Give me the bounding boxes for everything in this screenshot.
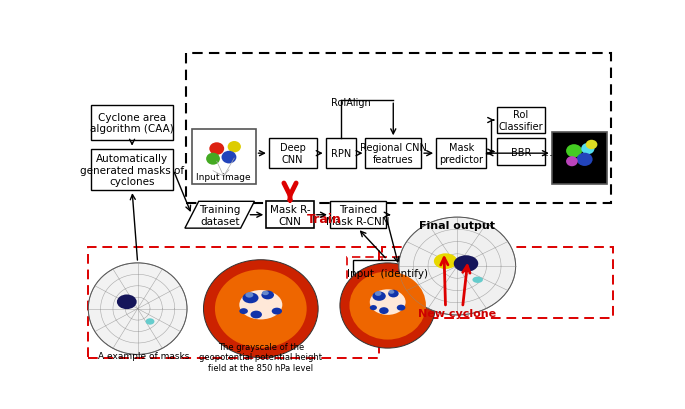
Text: Cyclone area
algorithm (CAA): Cyclone area algorithm (CAA) bbox=[90, 112, 174, 134]
Bar bbox=[382, 247, 613, 318]
Ellipse shape bbox=[203, 260, 318, 358]
Ellipse shape bbox=[379, 308, 388, 314]
Text: A example of masks: A example of masks bbox=[99, 351, 190, 360]
Ellipse shape bbox=[242, 293, 258, 303]
Text: New cyclone: New cyclone bbox=[418, 308, 497, 318]
Ellipse shape bbox=[586, 140, 597, 150]
Text: Input  (identify): Input (identify) bbox=[347, 268, 427, 278]
Bar bbox=[365, 139, 421, 169]
Bar bbox=[192, 129, 256, 184]
Bar bbox=[551, 133, 608, 184]
Ellipse shape bbox=[239, 308, 248, 314]
Text: Regional CNN
featrues: Regional CNN featrues bbox=[360, 143, 427, 164]
Ellipse shape bbox=[370, 306, 377, 310]
Text: Automatically
generated masks of
cyclones: Automatically generated masks of cyclone… bbox=[80, 154, 184, 187]
Ellipse shape bbox=[397, 305, 406, 311]
Text: Final output: Final output bbox=[419, 220, 495, 230]
Ellipse shape bbox=[375, 292, 382, 296]
Polygon shape bbox=[185, 202, 254, 229]
Ellipse shape bbox=[227, 142, 241, 153]
Ellipse shape bbox=[245, 292, 253, 298]
Text: Mask
predictor: Mask predictor bbox=[439, 143, 483, 164]
Bar bbox=[497, 139, 545, 166]
Ellipse shape bbox=[581, 144, 595, 155]
Ellipse shape bbox=[117, 295, 137, 309]
Bar bbox=[325, 139, 356, 169]
Ellipse shape bbox=[262, 291, 269, 295]
Bar bbox=[266, 202, 314, 229]
Ellipse shape bbox=[388, 290, 399, 298]
Text: Masks: Masks bbox=[566, 173, 593, 182]
Text: Training
dataset: Training dataset bbox=[199, 204, 240, 226]
Bar bbox=[497, 107, 545, 134]
Text: Deep
CNN: Deep CNN bbox=[279, 143, 306, 164]
Text: Train: Train bbox=[307, 212, 342, 225]
Bar bbox=[91, 150, 173, 191]
Ellipse shape bbox=[566, 157, 577, 167]
Ellipse shape bbox=[399, 218, 516, 315]
Ellipse shape bbox=[221, 151, 236, 164]
Text: Mask R-
CNN: Mask R- CNN bbox=[270, 204, 310, 226]
Ellipse shape bbox=[370, 290, 406, 315]
Ellipse shape bbox=[566, 145, 582, 158]
Text: RoIAlign: RoIAlign bbox=[331, 98, 371, 108]
Ellipse shape bbox=[340, 263, 436, 348]
Bar bbox=[91, 106, 173, 140]
Bar bbox=[269, 139, 316, 169]
Bar bbox=[88, 247, 379, 358]
Ellipse shape bbox=[349, 272, 426, 340]
Ellipse shape bbox=[373, 292, 386, 301]
Ellipse shape bbox=[473, 277, 483, 283]
Text: RPN: RPN bbox=[331, 149, 351, 159]
Bar bbox=[186, 54, 611, 203]
Bar bbox=[353, 260, 422, 286]
Ellipse shape bbox=[239, 290, 282, 320]
Ellipse shape bbox=[210, 143, 224, 155]
Text: The grayscale of the
geopotential potential height
field at the 850 hPa level: The grayscale of the geopotential potent… bbox=[199, 342, 323, 372]
Text: ...: ... bbox=[541, 146, 553, 159]
Bar bbox=[347, 257, 429, 293]
Text: Trained
Mask R-CNN: Trained Mask R-CNN bbox=[326, 204, 390, 226]
Ellipse shape bbox=[215, 270, 307, 348]
Ellipse shape bbox=[272, 308, 282, 315]
Bar bbox=[329, 202, 386, 229]
Ellipse shape bbox=[577, 153, 593, 166]
Ellipse shape bbox=[251, 311, 262, 319]
Ellipse shape bbox=[434, 254, 458, 269]
Ellipse shape bbox=[206, 153, 220, 165]
Bar bbox=[436, 139, 486, 169]
Ellipse shape bbox=[388, 290, 395, 294]
Ellipse shape bbox=[453, 256, 478, 272]
Text: RoI
Classifier: RoI Classifier bbox=[499, 110, 543, 132]
Text: Input image: Input image bbox=[197, 172, 251, 181]
Ellipse shape bbox=[145, 319, 154, 325]
Ellipse shape bbox=[262, 291, 274, 300]
Ellipse shape bbox=[88, 263, 187, 355]
Text: BBR: BBR bbox=[511, 147, 531, 157]
